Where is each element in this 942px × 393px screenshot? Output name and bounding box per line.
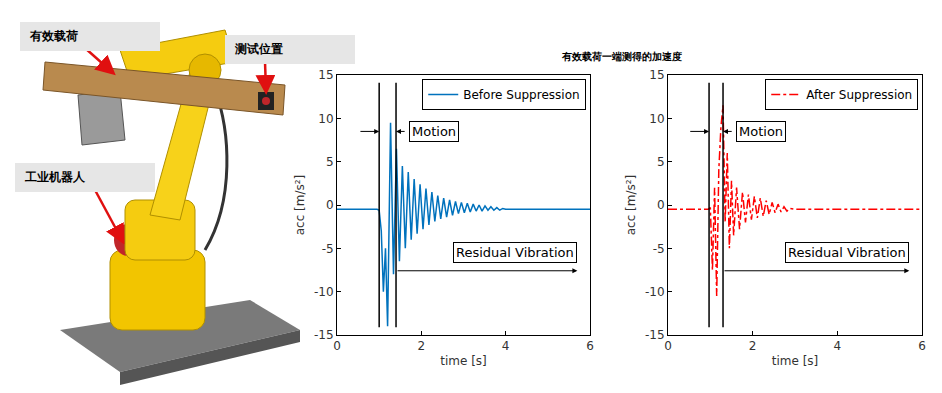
svg-text:-15: -15 — [314, 328, 334, 342]
svg-text:2: 2 — [749, 339, 757, 353]
svg-text:4: 4 — [834, 339, 842, 353]
svg-text:0: 0 — [657, 198, 665, 212]
svg-text:acc [m/s²]: acc [m/s²] — [293, 175, 307, 236]
svg-text:Residual Vibration: Residual Vibration — [456, 245, 574, 260]
svg-text:15: 15 — [649, 68, 664, 82]
svg-text:5: 5 — [326, 155, 334, 169]
svg-text:Residual Vibration: Residual Vibration — [788, 245, 906, 260]
svg-text:-10: -10 — [314, 285, 334, 299]
html-text:有效载荷: 有效载荷 — [30, 29, 78, 43]
svg-text:10: 10 — [318, 112, 333, 126]
svg-text:4: 4 — [502, 339, 510, 353]
svg-text:0: 0 — [326, 198, 334, 212]
svg-text:6: 6 — [586, 339, 594, 353]
svg-text:15: 15 — [318, 68, 333, 82]
html-text:工业机器人: 工业机器人 — [25, 170, 85, 184]
svg-text:0: 0 — [333, 339, 341, 353]
svg-text:-5: -5 — [322, 242, 334, 256]
svg-text:5: 5 — [657, 155, 665, 169]
svg-text:time [s]: time [s] — [440, 354, 487, 368]
svg-text:time [s]: time [s] — [772, 354, 819, 368]
svg-text:-5: -5 — [653, 242, 665, 256]
svg-text:acc [m/s²]: acc [m/s²] — [624, 175, 638, 236]
svg-text:-15: -15 — [645, 328, 665, 342]
svg-text:Motion: Motion — [739, 124, 783, 139]
svg-text:有效载荷一端测得的加速度: 有效载荷一端测得的加速度 — [561, 51, 682, 62]
svg-text:0: 0 — [664, 339, 672, 353]
svg-text:Before Suppression: Before Suppression — [463, 88, 579, 102]
svg-text:After Suppression: After Suppression — [806, 88, 912, 102]
svg-text:2: 2 — [418, 339, 426, 353]
svg-text:-10: -10 — [645, 285, 665, 299]
html-text:测试位置: 测试位置 — [235, 42, 283, 56]
svg-text:6: 6 — [918, 339, 926, 353]
svg-text:Motion: Motion — [412, 124, 456, 139]
svg-text:10: 10 — [649, 112, 664, 126]
